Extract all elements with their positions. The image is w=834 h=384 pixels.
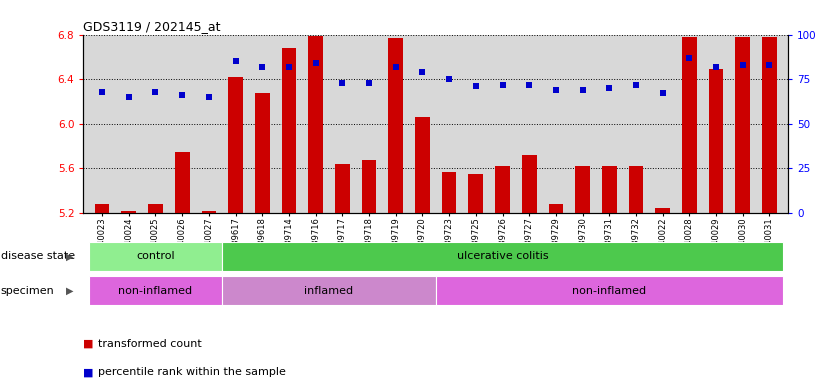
Bar <box>656 207 670 213</box>
Bar <box>389 38 403 213</box>
Text: control: control <box>136 251 175 262</box>
Text: ulcerative colitis: ulcerative colitis <box>457 251 548 262</box>
Point <box>576 87 590 93</box>
Bar <box>222 242 783 271</box>
Bar <box>549 204 563 213</box>
Bar <box>148 204 163 213</box>
Bar <box>88 276 222 305</box>
Point <box>175 92 188 98</box>
Bar <box>309 36 323 213</box>
Point <box>389 64 402 70</box>
Bar <box>495 166 510 213</box>
Point <box>309 60 322 66</box>
Text: non-inflamed: non-inflamed <box>572 286 646 296</box>
Point <box>523 81 536 88</box>
Bar <box>362 160 376 213</box>
Point <box>683 55 696 61</box>
Text: transformed count: transformed count <box>98 339 202 349</box>
Text: disease state: disease state <box>1 251 75 262</box>
Bar <box>255 93 269 213</box>
Point <box>255 64 269 70</box>
Text: ▶: ▶ <box>66 286 73 296</box>
Bar <box>202 211 216 213</box>
Text: specimen: specimen <box>1 286 54 296</box>
Point <box>496 81 510 88</box>
Bar <box>629 166 643 213</box>
Point <box>362 80 375 86</box>
Point <box>443 76 456 82</box>
Text: inflamed: inflamed <box>304 286 354 296</box>
Bar <box>736 37 750 213</box>
Point <box>282 64 295 70</box>
Bar <box>469 174 483 213</box>
Bar <box>762 37 776 213</box>
Point <box>229 58 242 65</box>
Bar <box>335 164 349 213</box>
Point <box>148 89 162 95</box>
Text: ▶: ▶ <box>66 251 73 262</box>
Point <box>95 89 108 95</box>
Point <box>202 94 215 100</box>
Bar <box>602 166 616 213</box>
Bar <box>415 117 430 213</box>
Text: ■: ■ <box>83 339 94 349</box>
Bar <box>95 204 109 213</box>
Point <box>736 62 750 68</box>
Bar <box>575 166 590 213</box>
Point <box>335 80 349 86</box>
Text: percentile rank within the sample: percentile rank within the sample <box>98 367 286 377</box>
Bar <box>175 152 189 213</box>
Text: non-inflamed: non-inflamed <box>118 286 193 296</box>
Text: GDS3119 / 202145_at: GDS3119 / 202145_at <box>83 20 221 33</box>
Point <box>550 87 563 93</box>
Point <box>656 90 670 96</box>
Bar <box>229 77 243 213</box>
Bar <box>122 211 136 213</box>
Point <box>415 69 429 75</box>
Bar <box>88 242 222 271</box>
Bar <box>522 155 536 213</box>
Point <box>630 81 643 88</box>
Bar <box>435 276 783 305</box>
Point <box>710 64 723 70</box>
Bar <box>282 48 296 213</box>
Point <box>470 83 483 89</box>
Bar <box>222 276 435 305</box>
Text: ■: ■ <box>83 367 94 377</box>
Bar <box>442 172 456 213</box>
Bar <box>682 37 696 213</box>
Point <box>603 85 616 91</box>
Bar <box>709 69 723 213</box>
Point <box>122 94 135 100</box>
Point <box>763 62 776 68</box>
